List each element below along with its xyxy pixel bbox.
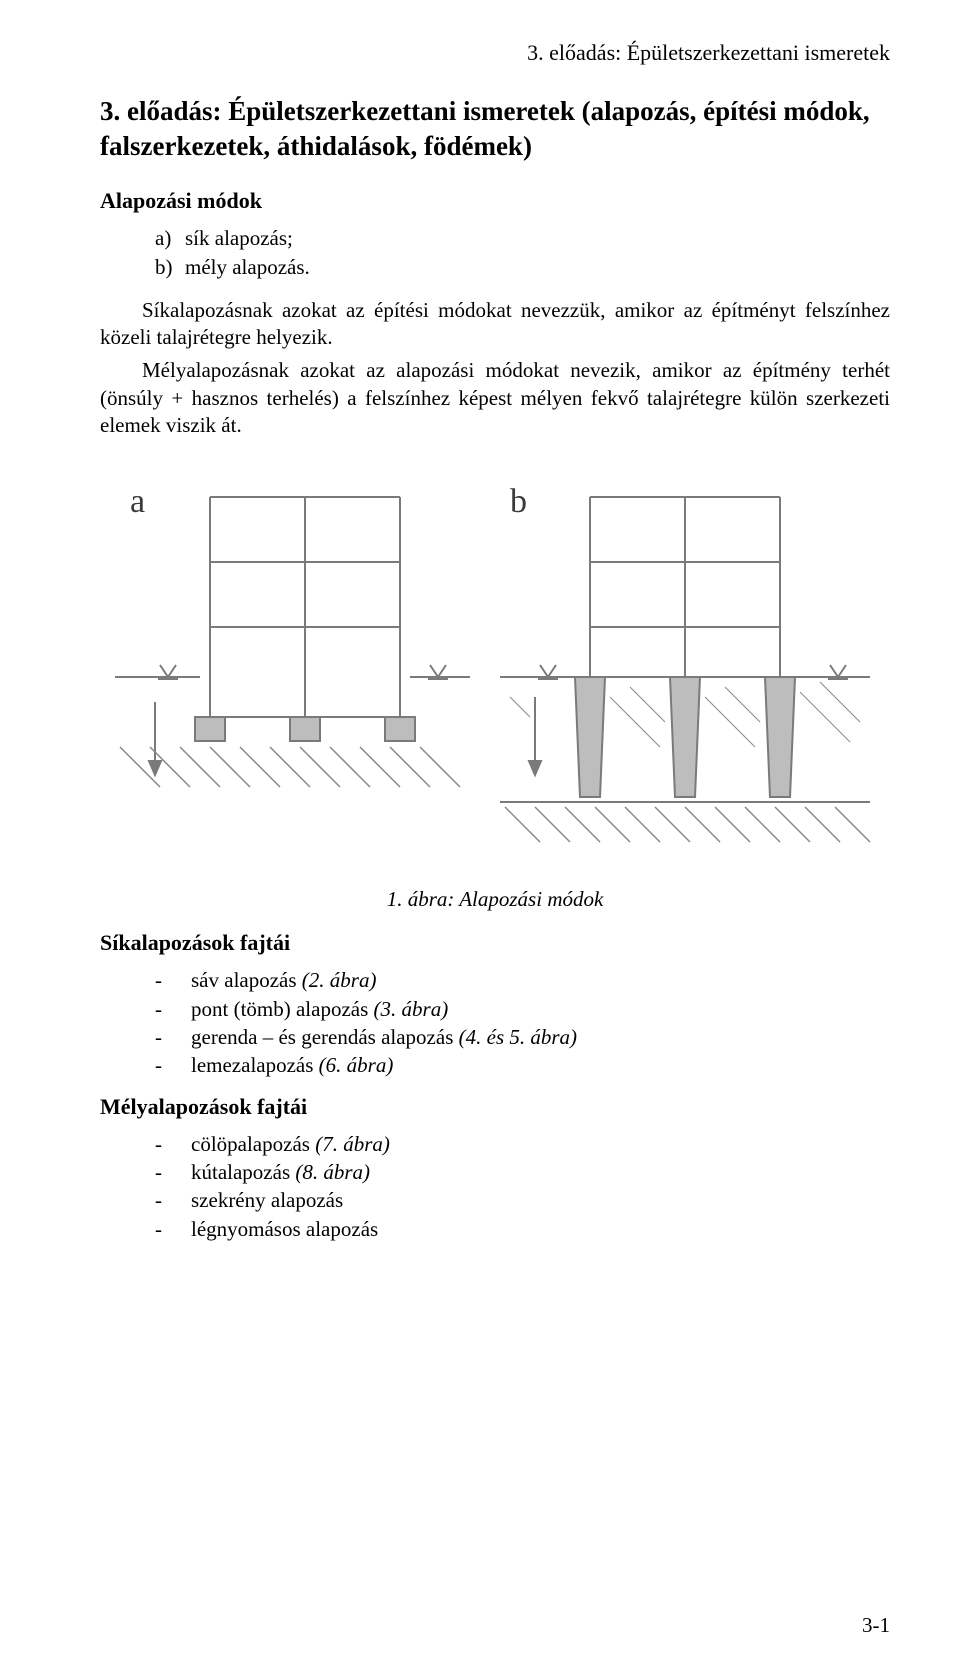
paragraph: Síkalapozásnak azokat az építési módokat…: [100, 297, 890, 352]
list-item: -kútalapozás (8. ábra): [155, 1158, 890, 1186]
list-item: -cölöpalapozás (7. ábra): [155, 1130, 890, 1158]
figure: a: [100, 467, 890, 857]
list-item: b)mély alapozás.: [155, 253, 890, 281]
section-heading-mely-fajtai: Mélyalapozások fajtái: [100, 1094, 890, 1120]
section-heading-sik-fajtai: Síkalapozások fajtái: [100, 930, 890, 956]
list-text: gerenda – és gerendás alapozás: [191, 1025, 459, 1049]
main-title: 3. előadás: Épületszerkezettani ismerete…: [100, 94, 890, 164]
list-text-italic: (8. ábra): [295, 1160, 370, 1184]
figure-caption: 1. ábra: Alapozási módok: [100, 887, 890, 912]
page-number: 3-1: [862, 1613, 890, 1638]
svg-text:b: b: [510, 483, 527, 520]
list-text: lemezalapozás: [191, 1053, 319, 1077]
list-text: légnyomásos alapozás: [191, 1217, 378, 1241]
dash-list-sik: -sáv alapozás (2. ábra) -pont (tömb) ala…: [100, 966, 890, 1079]
list-marker: -: [155, 1158, 191, 1186]
list-item: a)sík alapozás;: [155, 224, 890, 252]
dash-list-mely: -cölöpalapozás (7. ábra) -kútalapozás (8…: [100, 1130, 890, 1243]
list-text: pont (tömb) alapozás: [191, 997, 374, 1021]
list-text-italic: (4. és 5. ábra): [459, 1025, 577, 1049]
list-text-italic: (3. ábra): [374, 997, 449, 1021]
list-text: kútalapozás: [191, 1160, 295, 1184]
list-text-italic: (6. ábra): [319, 1053, 394, 1077]
list-text: mély alapozás.: [185, 255, 310, 279]
list-marker: -: [155, 1130, 191, 1158]
list-marker: -: [155, 1023, 191, 1051]
running-header: 3. előadás: Épületszerkezettani ismerete…: [100, 40, 890, 66]
list-item: -szekrény alapozás: [155, 1186, 890, 1214]
list-item: -légnyomásos alapozás: [155, 1215, 890, 1243]
list-item: -sáv alapozás (2. ábra): [155, 966, 890, 994]
list-text: szekrény alapozás: [191, 1188, 343, 1212]
list-text: sík alapozás;: [185, 226, 293, 250]
list-item: -pont (tömb) alapozás (3. ábra): [155, 995, 890, 1023]
list-text: cölöpalapozás: [191, 1132, 315, 1156]
lettered-list: a)sík alapozás; b)mély alapozás.: [100, 224, 890, 281]
list-marker: -: [155, 966, 191, 994]
section-heading-alapozasi: Alapozási módok: [100, 188, 890, 214]
page: 3. előadás: Épületszerkezettani ismerete…: [0, 0, 960, 1666]
list-marker: -: [155, 1215, 191, 1243]
list-marker: -: [155, 1051, 191, 1079]
list-marker: -: [155, 1186, 191, 1214]
list-text: sáv alapozás: [191, 968, 302, 992]
svg-text:a: a: [130, 483, 145, 520]
list-text-italic: (7. ábra): [315, 1132, 390, 1156]
list-text-italic: (2. ábra): [302, 968, 377, 992]
list-item: -lemezalapozás (6. ábra): [155, 1051, 890, 1079]
list-item: -gerenda – és gerendás alapozás (4. és 5…: [155, 1023, 890, 1051]
list-marker: -: [155, 995, 191, 1023]
list-marker: a): [155, 224, 185, 252]
list-marker: b): [155, 253, 185, 281]
foundation-diagram-icon: a: [100, 467, 890, 857]
paragraph: Mélyalapozásnak azokat az alapozási módo…: [100, 357, 890, 439]
